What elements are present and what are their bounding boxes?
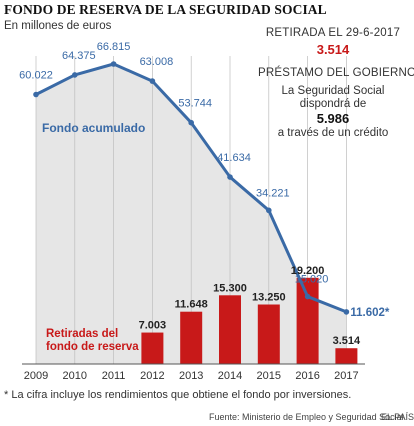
fund-label-2009: 60.022 — [19, 70, 53, 82]
source-note: Fuente: Ministerio de Empleo y Seguridad… — [209, 412, 407, 422]
fund-point-2011 — [110, 61, 117, 67]
fund-label-2016: 15.020 — [295, 274, 329, 286]
fund-label-2014: 41.634 — [217, 152, 251, 164]
chart-subtitle: En millones de euros — [4, 20, 112, 32]
series-label-withdrawals-2: fondo de reserva — [46, 341, 139, 353]
loan-line-2: dispondrá de — [299, 98, 367, 110]
bar-label-2016: 19.200 — [291, 265, 325, 277]
x-tick-2010: 2010 — [63, 370, 87, 382]
bar-2012 — [141, 332, 164, 364]
bar-2014 — [219, 295, 241, 364]
x-tick-2013: 2013 — [179, 370, 203, 382]
fund-label-2011: 66.815 — [97, 41, 131, 53]
x-tick-2015: 2015 — [257, 370, 281, 382]
fund-point-2014 — [227, 174, 233, 180]
x-tick-2016: 2016 — [295, 370, 319, 382]
bar-label-2015: 13.250 — [252, 292, 286, 304]
bar-2015 — [257, 304, 280, 364]
withdrawal-value: 3.514 — [316, 42, 350, 57]
fund-point-2010 — [72, 72, 78, 78]
x-tick-2017: 2017 — [334, 370, 358, 382]
x-tick-2011: 2011 — [102, 370, 126, 382]
loan-line-3: a través de un crédito — [277, 127, 389, 139]
fund-label-2015: 34.221 — [256, 187, 290, 199]
fund-point-2015 — [266, 207, 272, 214]
bar-label-2012: 7.003 — [139, 320, 167, 332]
fund-point-2013 — [188, 119, 194, 126]
loan-label: PRÉSTAMO DEL GOBIERNO — [258, 67, 414, 79]
loan-line-1: La Seguridad Social — [281, 85, 385, 97]
fund-point-2017 — [343, 309, 350, 315]
bar-2017 — [335, 348, 358, 364]
withdrawal-label: RETIRADA EL 29-6-2017 — [265, 27, 401, 39]
bar-2013 — [180, 311, 203, 364]
bar-label-2014: 15.300 — [213, 282, 247, 294]
fund-label-2010: 64.375 — [62, 50, 96, 62]
fund-point-2012 — [149, 78, 156, 84]
footnote: * La cifra incluye los rendimientos que … — [4, 389, 352, 401]
x-tick-2012: 2012 — [140, 370, 164, 382]
x-tick-2009: 2009 — [24, 370, 48, 382]
loan-value: 5.986 — [316, 111, 350, 126]
x-tick-2014: 2014 — [218, 370, 242, 382]
fund-label-2013: 53.744 — [178, 98, 212, 110]
fund-label-2012: 63.008 — [140, 56, 174, 68]
chart-title: FONDO DE RESERVA DE LA SEGURIDAD SOCIAL — [4, 2, 327, 17]
bar-label-2017: 3.514 — [333, 335, 361, 347]
fund-label-2017: 11.602* — [350, 307, 390, 319]
bar-2016 — [296, 277, 319, 364]
series-label-withdrawals-1: Retiradas del — [46, 328, 118, 340]
fund-point-2009 — [33, 91, 39, 98]
series-label-fund: Fondo acumulado — [42, 121, 145, 135]
fund-point-2016 — [304, 293, 311, 300]
brand-logo: EL PAÍS — [381, 412, 414, 422]
bar-label-2013: 11.648 — [175, 299, 208, 311]
